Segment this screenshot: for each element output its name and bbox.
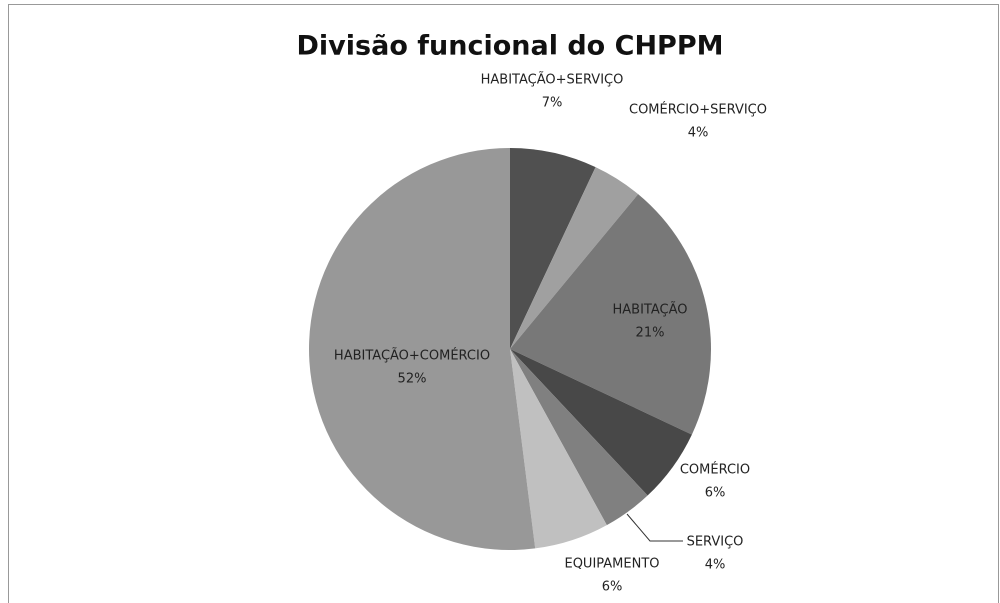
slice-value-label: 4% [705, 558, 726, 573]
slice-label: HABITAÇÃO [613, 302, 688, 318]
leader-line [626, 513, 683, 542]
slice-value-label: 52% [398, 372, 427, 387]
slice-label: HABITAÇÃO+SERVIÇO [481, 72, 624, 88]
slice-value-label: 6% [705, 486, 726, 501]
slice-label: EQUIPAMENTO [564, 557, 659, 572]
pie-slice [510, 148, 596, 349]
slice-value-label: 4% [688, 126, 709, 141]
pie-slice [308, 148, 536, 550]
pie-slice [510, 194, 711, 435]
pie-slice [510, 349, 692, 496]
slice-value-label: 7% [542, 96, 563, 111]
pie-slice [510, 349, 648, 526]
slice-label: SERVIÇO [687, 535, 744, 550]
slice-value-label: 6% [602, 580, 623, 595]
slice-label: COMÉRCIO+SERVIÇO [629, 102, 767, 118]
pie-slice [510, 349, 607, 549]
slice-label: COMÉRCIO [680, 462, 750, 478]
pie [308, 148, 711, 550]
slice-value-label: 21% [636, 326, 665, 341]
pie-slice [510, 167, 639, 349]
slice-label: HABITAÇÃO+COMÉRCIO [334, 348, 490, 364]
chart-title: Divisão funcional do CHPPM [297, 31, 724, 62]
